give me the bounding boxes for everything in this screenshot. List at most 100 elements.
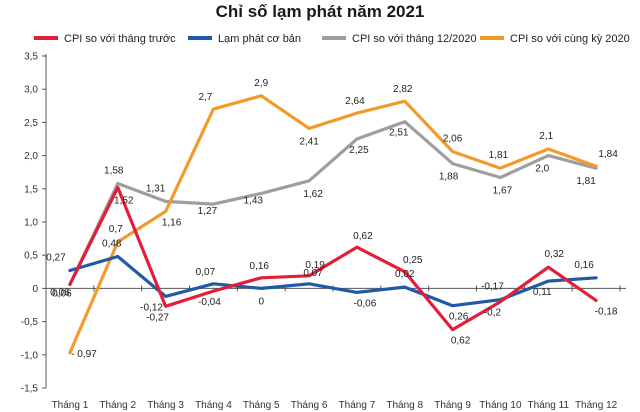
series-line xyxy=(68,120,598,286)
data-label: 1,81 xyxy=(576,176,596,187)
data-label: 0,16 xyxy=(574,260,594,271)
data-label: 2,1 xyxy=(539,131,553,142)
data-point xyxy=(451,328,454,331)
data-point xyxy=(594,165,598,168)
data-point xyxy=(307,282,311,285)
data-point xyxy=(307,179,311,183)
data-label: 0,62 xyxy=(451,336,471,347)
x-tick-label: Tháng 6 xyxy=(291,400,328,411)
x-tick-label: Tháng 1 xyxy=(52,400,89,411)
data-label: 2,82 xyxy=(393,84,413,95)
data-label: -0,2 xyxy=(484,308,502,319)
data-label: 2,51 xyxy=(389,128,409,139)
data-point xyxy=(547,265,550,269)
data-label: 0,06 xyxy=(52,288,72,299)
data-label: 2,7 xyxy=(198,92,212,103)
data-label: 2,25 xyxy=(349,145,369,156)
data-label: 2,06 xyxy=(443,134,463,145)
data-point xyxy=(403,285,406,289)
legend-entry: CPI so với cùng kỳ 2020 xyxy=(510,33,630,45)
data-label: 2,9 xyxy=(254,78,268,89)
data-label: 2,0 xyxy=(535,164,549,175)
data-label: 0,07 xyxy=(196,267,216,278)
data-label: 0,62 xyxy=(353,231,373,242)
data-point xyxy=(307,274,311,277)
data-point xyxy=(212,107,215,111)
data-point xyxy=(164,305,167,308)
data-label: -0,06 xyxy=(354,298,377,309)
legend-entry: Lạm phát cơ bản xyxy=(218,33,301,45)
data-point xyxy=(164,200,167,203)
data-point xyxy=(355,291,359,294)
data-label: -0,04 xyxy=(198,297,221,308)
data-label: 0,48 xyxy=(102,239,122,250)
data-label: 0,26 xyxy=(449,312,469,323)
x-tick-label: Tháng 7 xyxy=(339,400,376,411)
y-tick-label: -1,0 xyxy=(21,350,39,361)
data-point xyxy=(451,150,454,153)
series-line xyxy=(68,185,598,332)
legend-entry: CPI so với tháng trước xyxy=(64,33,176,45)
x-tick-label: Tháng 4 xyxy=(195,400,232,411)
data-label: 1,81 xyxy=(489,150,509,161)
y-tick-label: -0,5 xyxy=(21,317,39,328)
data-label: 1,16 xyxy=(162,217,182,228)
legend-entry: CPI so với tháng 12/2020 xyxy=(352,33,477,45)
data-label: -0,18 xyxy=(595,306,618,317)
x-tick-label: Tháng 2 xyxy=(99,400,136,411)
data-label: 0,19 xyxy=(305,260,325,271)
data-point xyxy=(68,351,72,355)
data-label: 1,31 xyxy=(146,183,166,194)
data-point xyxy=(68,283,72,286)
data-point xyxy=(212,289,215,293)
data-label: 2,64 xyxy=(345,96,365,107)
data-label: 0,7 xyxy=(109,224,123,235)
y-tick-label: 2,5 xyxy=(24,118,38,129)
y-tick-label: 0,5 xyxy=(24,251,38,262)
x-tick-label: Tháng 12 xyxy=(575,400,618,411)
data-label: 1,84 xyxy=(598,149,618,160)
data-label: 0,16 xyxy=(250,261,270,272)
data-point xyxy=(499,300,502,303)
data-point xyxy=(116,255,119,258)
x-tick-label: Tháng 9 xyxy=(434,400,471,411)
data-label: 0,25 xyxy=(403,255,423,266)
x-tick-label: Tháng 5 xyxy=(243,400,280,411)
x-tick-label: Tháng 8 xyxy=(386,400,423,411)
data-point xyxy=(451,162,454,165)
data-point xyxy=(403,120,406,123)
data-point xyxy=(355,137,359,141)
data-label: 0,07 xyxy=(303,268,323,279)
data-label: 0,11 xyxy=(533,287,552,298)
data-point xyxy=(547,154,550,157)
data-label: 0 xyxy=(258,296,264,307)
data-label: 1,58 xyxy=(104,165,124,176)
data-point xyxy=(355,246,359,249)
data-point xyxy=(260,276,263,279)
data-point xyxy=(547,147,550,151)
data-label: -0,27 xyxy=(146,312,169,323)
data-point xyxy=(403,99,406,103)
data-label: 0,32 xyxy=(545,249,565,260)
data-point xyxy=(355,111,359,115)
data-point xyxy=(260,192,263,195)
data-point xyxy=(451,304,454,307)
x-tick-label: Tháng 3 xyxy=(147,400,184,411)
data-point xyxy=(164,295,167,298)
y-tick-label: 0 xyxy=(32,284,38,295)
data-label: - 0,97 xyxy=(71,349,97,360)
data-point xyxy=(260,287,263,290)
data-label: 0,27 xyxy=(46,252,66,263)
data-point xyxy=(116,182,119,185)
y-tick-label: 3,0 xyxy=(24,85,38,96)
y-tick-label: -1,5 xyxy=(21,384,39,395)
y-tick-label: 2,0 xyxy=(24,151,38,162)
data-label: 1,52 xyxy=(114,195,134,206)
data-label: 2,41 xyxy=(299,136,319,147)
data-label: 0,06 xyxy=(50,287,70,298)
y-tick-label: 1,0 xyxy=(24,218,38,229)
data-point xyxy=(403,270,406,273)
data-point xyxy=(212,202,215,206)
